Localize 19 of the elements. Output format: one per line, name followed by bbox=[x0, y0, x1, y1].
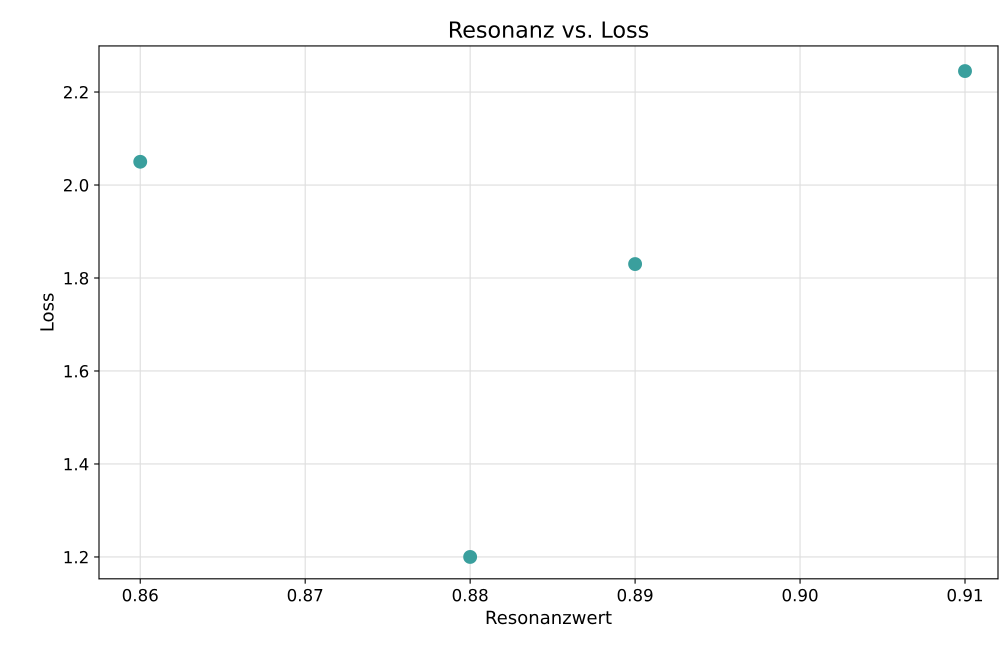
y-tick-label: 1.6 bbox=[64, 364, 88, 378]
x-tick-label: 0.90 bbox=[782, 588, 818, 602]
y-tick-label: 1.8 bbox=[64, 272, 88, 285]
point bbox=[463, 550, 478, 564]
point bbox=[133, 154, 148, 169]
x-tick-label: 0.91 bbox=[948, 588, 982, 602]
y-tick-label: 1.2 bbox=[64, 550, 88, 564]
x-tick-label: 0.88 bbox=[452, 588, 488, 602]
y-axis-title: Loss bbox=[40, 293, 54, 330]
point bbox=[958, 64, 972, 78]
y-tick-label: 2.2 bbox=[64, 86, 88, 98]
chart-title: Resonanz vs. Loss bbox=[450, 21, 648, 38]
x-axis-title: Resonanzwert bbox=[486, 610, 612, 624]
y-tick-label: 1.4 bbox=[64, 458, 88, 470]
x-tick-label: 0.86 bbox=[122, 588, 158, 602]
x-tick-label: 0.87 bbox=[288, 588, 322, 602]
x-tick-label: 0.89 bbox=[618, 588, 652, 602]
point bbox=[628, 257, 642, 271]
y-tick-label: 2.0 bbox=[64, 178, 88, 192]
